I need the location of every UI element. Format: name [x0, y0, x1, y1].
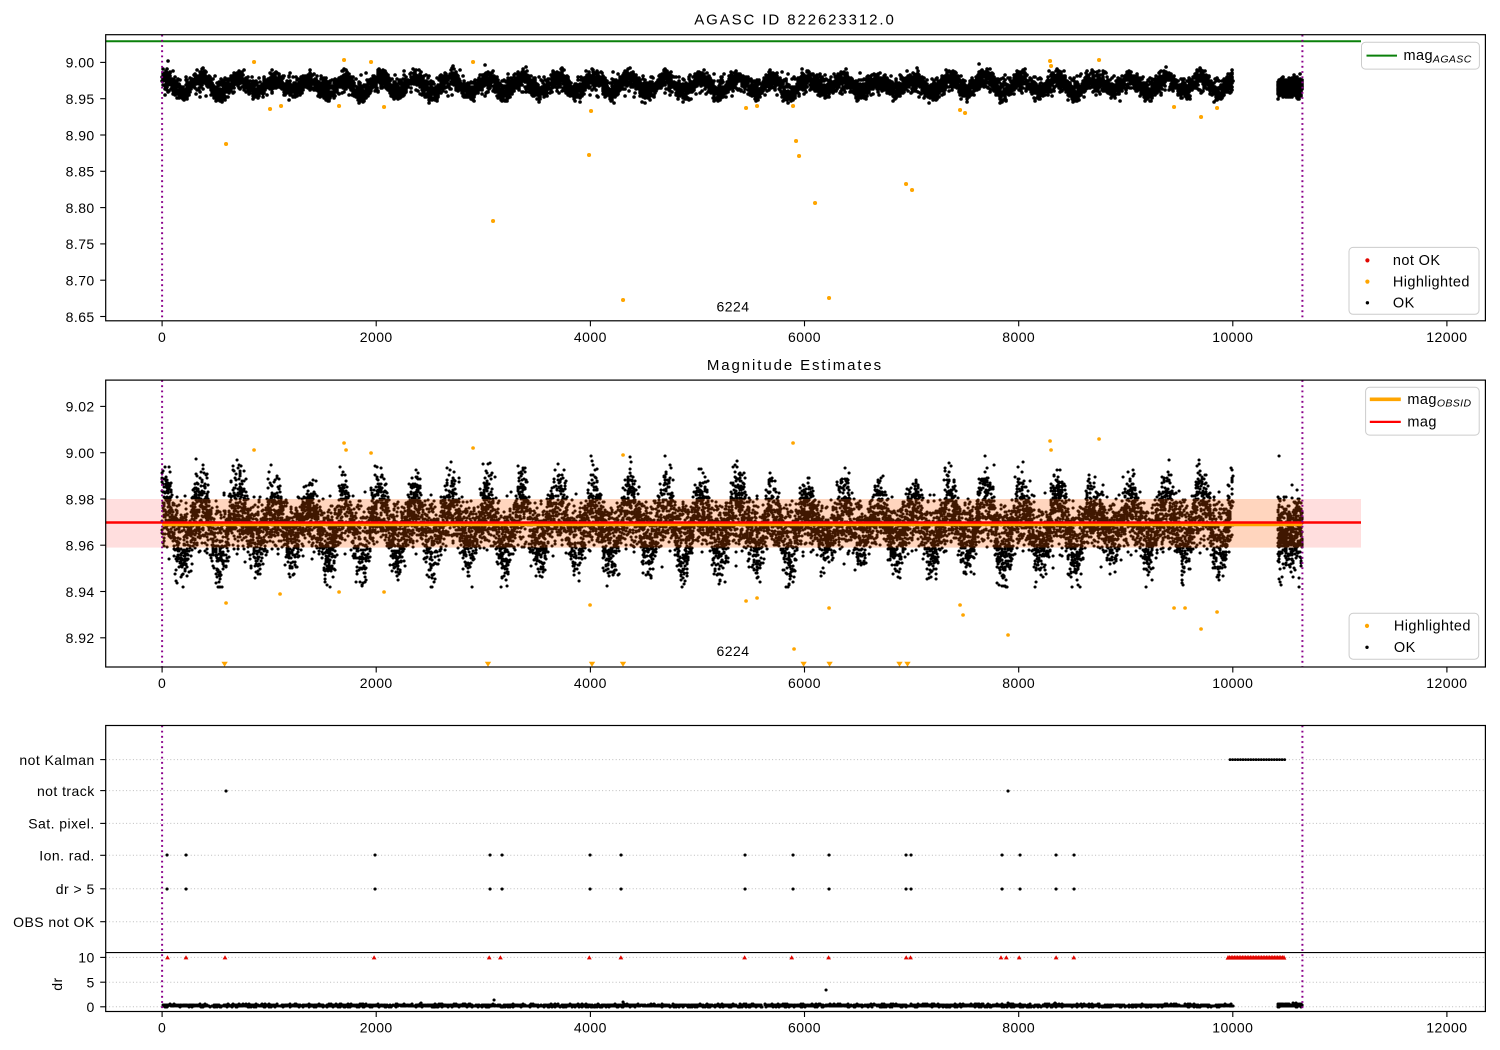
svg-text:8.75: 8.75 — [66, 236, 95, 252]
svg-text:8.65: 8.65 — [66, 309, 95, 325]
svg-text:4000: 4000 — [574, 1020, 607, 1036]
svg-text:12000: 12000 — [1426, 1020, 1467, 1036]
svg-text:OK: OK — [1394, 640, 1416, 656]
svg-text:10000: 10000 — [1212, 1020, 1253, 1036]
svg-text:OK: OK — [1393, 296, 1415, 312]
svg-text:6000: 6000 — [788, 329, 821, 345]
svg-text:12000: 12000 — [1426, 329, 1467, 345]
svg-text:8000: 8000 — [1002, 675, 1035, 691]
svg-text:8.95: 8.95 — [66, 91, 95, 107]
svg-text:Highlighted: Highlighted — [1394, 619, 1471, 635]
svg-text:mag: mag — [1407, 415, 1436, 431]
svg-text:8.94: 8.94 — [66, 584, 95, 600]
svg-text:not Kalman: not Kalman — [19, 752, 94, 768]
svg-text:2000: 2000 — [360, 329, 393, 345]
svg-text:Highlighted: Highlighted — [1393, 274, 1470, 290]
svg-text:0: 0 — [158, 675, 166, 691]
svg-text:dr: dr — [49, 977, 65, 990]
svg-text:OBS not OK: OBS not OK — [13, 914, 95, 930]
svg-text:9.02: 9.02 — [66, 399, 95, 415]
svg-text:9.00: 9.00 — [66, 55, 95, 71]
svg-text:dr > 5: dr > 5 — [56, 881, 95, 897]
svg-text:8.80: 8.80 — [66, 200, 95, 216]
svg-text:8.92: 8.92 — [66, 630, 95, 646]
svg-text:8.70: 8.70 — [66, 273, 95, 289]
svg-text:Ion. rad.: Ion. rad. — [39, 848, 94, 864]
svg-text:8.85: 8.85 — [66, 164, 95, 180]
svg-text:9.00: 9.00 — [66, 445, 95, 461]
svg-text:8.98: 8.98 — [66, 491, 95, 507]
svg-text:2000: 2000 — [360, 1020, 393, 1036]
svg-text:10000: 10000 — [1212, 329, 1253, 345]
svg-text:0: 0 — [86, 999, 94, 1015]
svg-text:Magnitude Estimates: Magnitude Estimates — [707, 357, 883, 374]
svg-text:6000: 6000 — [788, 1020, 821, 1036]
svg-text:5: 5 — [86, 975, 94, 991]
svg-text:4000: 4000 — [574, 675, 607, 691]
svg-text:6224: 6224 — [717, 643, 750, 659]
svg-text:6224: 6224 — [717, 299, 750, 315]
svg-text:12000: 12000 — [1426, 675, 1467, 691]
svg-text:0: 0 — [158, 329, 166, 345]
svg-text:8000: 8000 — [1002, 1020, 1035, 1036]
svg-text:8.96: 8.96 — [66, 538, 95, 554]
svg-text:2000: 2000 — [360, 675, 393, 691]
svg-text:4000: 4000 — [574, 329, 607, 345]
svg-text:8000: 8000 — [1002, 329, 1035, 345]
svg-text:AGASC ID 822623312.0: AGASC ID 822623312.0 — [694, 12, 895, 29]
svg-text:not OK: not OK — [1393, 253, 1441, 269]
svg-text:6000: 6000 — [788, 675, 821, 691]
svg-text:0: 0 — [158, 1020, 166, 1036]
svg-text:not track: not track — [37, 783, 95, 799]
svg-text:10: 10 — [78, 950, 94, 966]
svg-text:10000: 10000 — [1212, 675, 1253, 691]
svg-text:8.90: 8.90 — [66, 127, 95, 143]
svg-text:Sat. pixel.: Sat. pixel. — [28, 816, 94, 832]
